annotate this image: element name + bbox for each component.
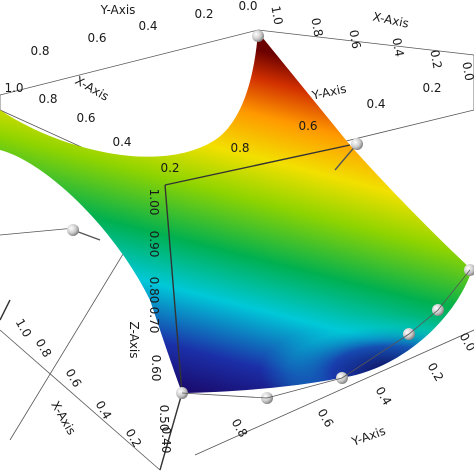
y-tick-top: 0.6 bbox=[87, 31, 106, 45]
y-tick-top: 0.2 bbox=[194, 7, 213, 21]
x-tick-inner: 0.2 bbox=[160, 161, 179, 175]
y-axis-title-bottom: Y-Axis bbox=[349, 424, 387, 449]
control-points bbox=[67, 30, 474, 404]
x-tick-inner: 0.6 bbox=[76, 111, 95, 125]
x-axis-title-mid: X-Axis bbox=[73, 73, 112, 103]
y-tick-bottom: 0.8 bbox=[229, 416, 251, 440]
y-tick-right: 0.6 bbox=[298, 119, 317, 133]
z-tick: 0.50 bbox=[157, 405, 171, 432]
x-tick-bottom: 0.4 bbox=[93, 398, 115, 422]
tick-labels: 0.80.60.40.20.0 1.00.80.6 0.40.20.01.00.80… bbox=[4, 0, 474, 453]
control-point[interactable] bbox=[67, 224, 101, 241]
x-tick-inner: 1.0 bbox=[4, 81, 23, 95]
control-point[interactable] bbox=[334, 138, 363, 171]
x-tick-top: 0.6 bbox=[346, 29, 363, 50]
z-axis-title: Z-Axis bbox=[127, 322, 141, 359]
y-tick-top: 0.0 bbox=[238, 0, 257, 13]
y-tick-right: 0.8 bbox=[230, 141, 249, 155]
z-tick: 0.70 bbox=[147, 307, 161, 334]
x-tick-top: 0.0 bbox=[459, 61, 474, 82]
z-tick: 1.00 bbox=[147, 189, 161, 216]
y-tick-top: 0.4 bbox=[138, 19, 157, 33]
y-tick-right: 0.4 bbox=[366, 97, 385, 111]
y-tick-right: 0.2 bbox=[422, 81, 441, 95]
y-tick-bottom: 0.4 bbox=[373, 384, 395, 408]
x-tick-inner: 0.8 bbox=[38, 92, 57, 106]
control-point[interactable] bbox=[252, 30, 264, 42]
y-tick-bottom: 0.0 bbox=[457, 330, 474, 354]
x-tick-bottom: 0.6 bbox=[63, 366, 85, 390]
y-axis-title-top: Y-Axis bbox=[100, 3, 136, 17]
x-tick-top: 0.8 bbox=[308, 17, 325, 38]
x-tick-top: 0.4 bbox=[389, 37, 406, 58]
x-tick-top: 0.2 bbox=[427, 49, 444, 70]
x-tick-bottom: 0.2 bbox=[123, 426, 145, 450]
z-tick: 0.80 bbox=[147, 277, 161, 304]
surface bbox=[0, 32, 472, 393]
z-tick: 0.60 bbox=[149, 355, 163, 382]
y-tick-top: 0.8 bbox=[30, 44, 49, 58]
x-tick-top: 1.0 bbox=[268, 5, 285, 26]
y-axis-title-right: Y-Axis bbox=[310, 82, 348, 103]
surface-valley bbox=[182, 270, 472, 393]
y-tick-bottom: 0.2 bbox=[425, 360, 447, 384]
z-tick: 0.40 bbox=[159, 427, 173, 454]
y-tick-bottom: 0.6 bbox=[315, 406, 337, 430]
control-point[interactable] bbox=[464, 264, 474, 276]
x-tick-bottom: 1.0 bbox=[13, 316, 35, 340]
x-tick-bottom: 0.8 bbox=[33, 336, 55, 360]
x-axis-title-bottom: X-Axis bbox=[48, 399, 78, 438]
x-axis-title-top: X-Axis bbox=[371, 9, 410, 30]
x-tick-inner: 0.4 bbox=[112, 135, 131, 149]
z-tick: 0.90 bbox=[147, 231, 161, 258]
